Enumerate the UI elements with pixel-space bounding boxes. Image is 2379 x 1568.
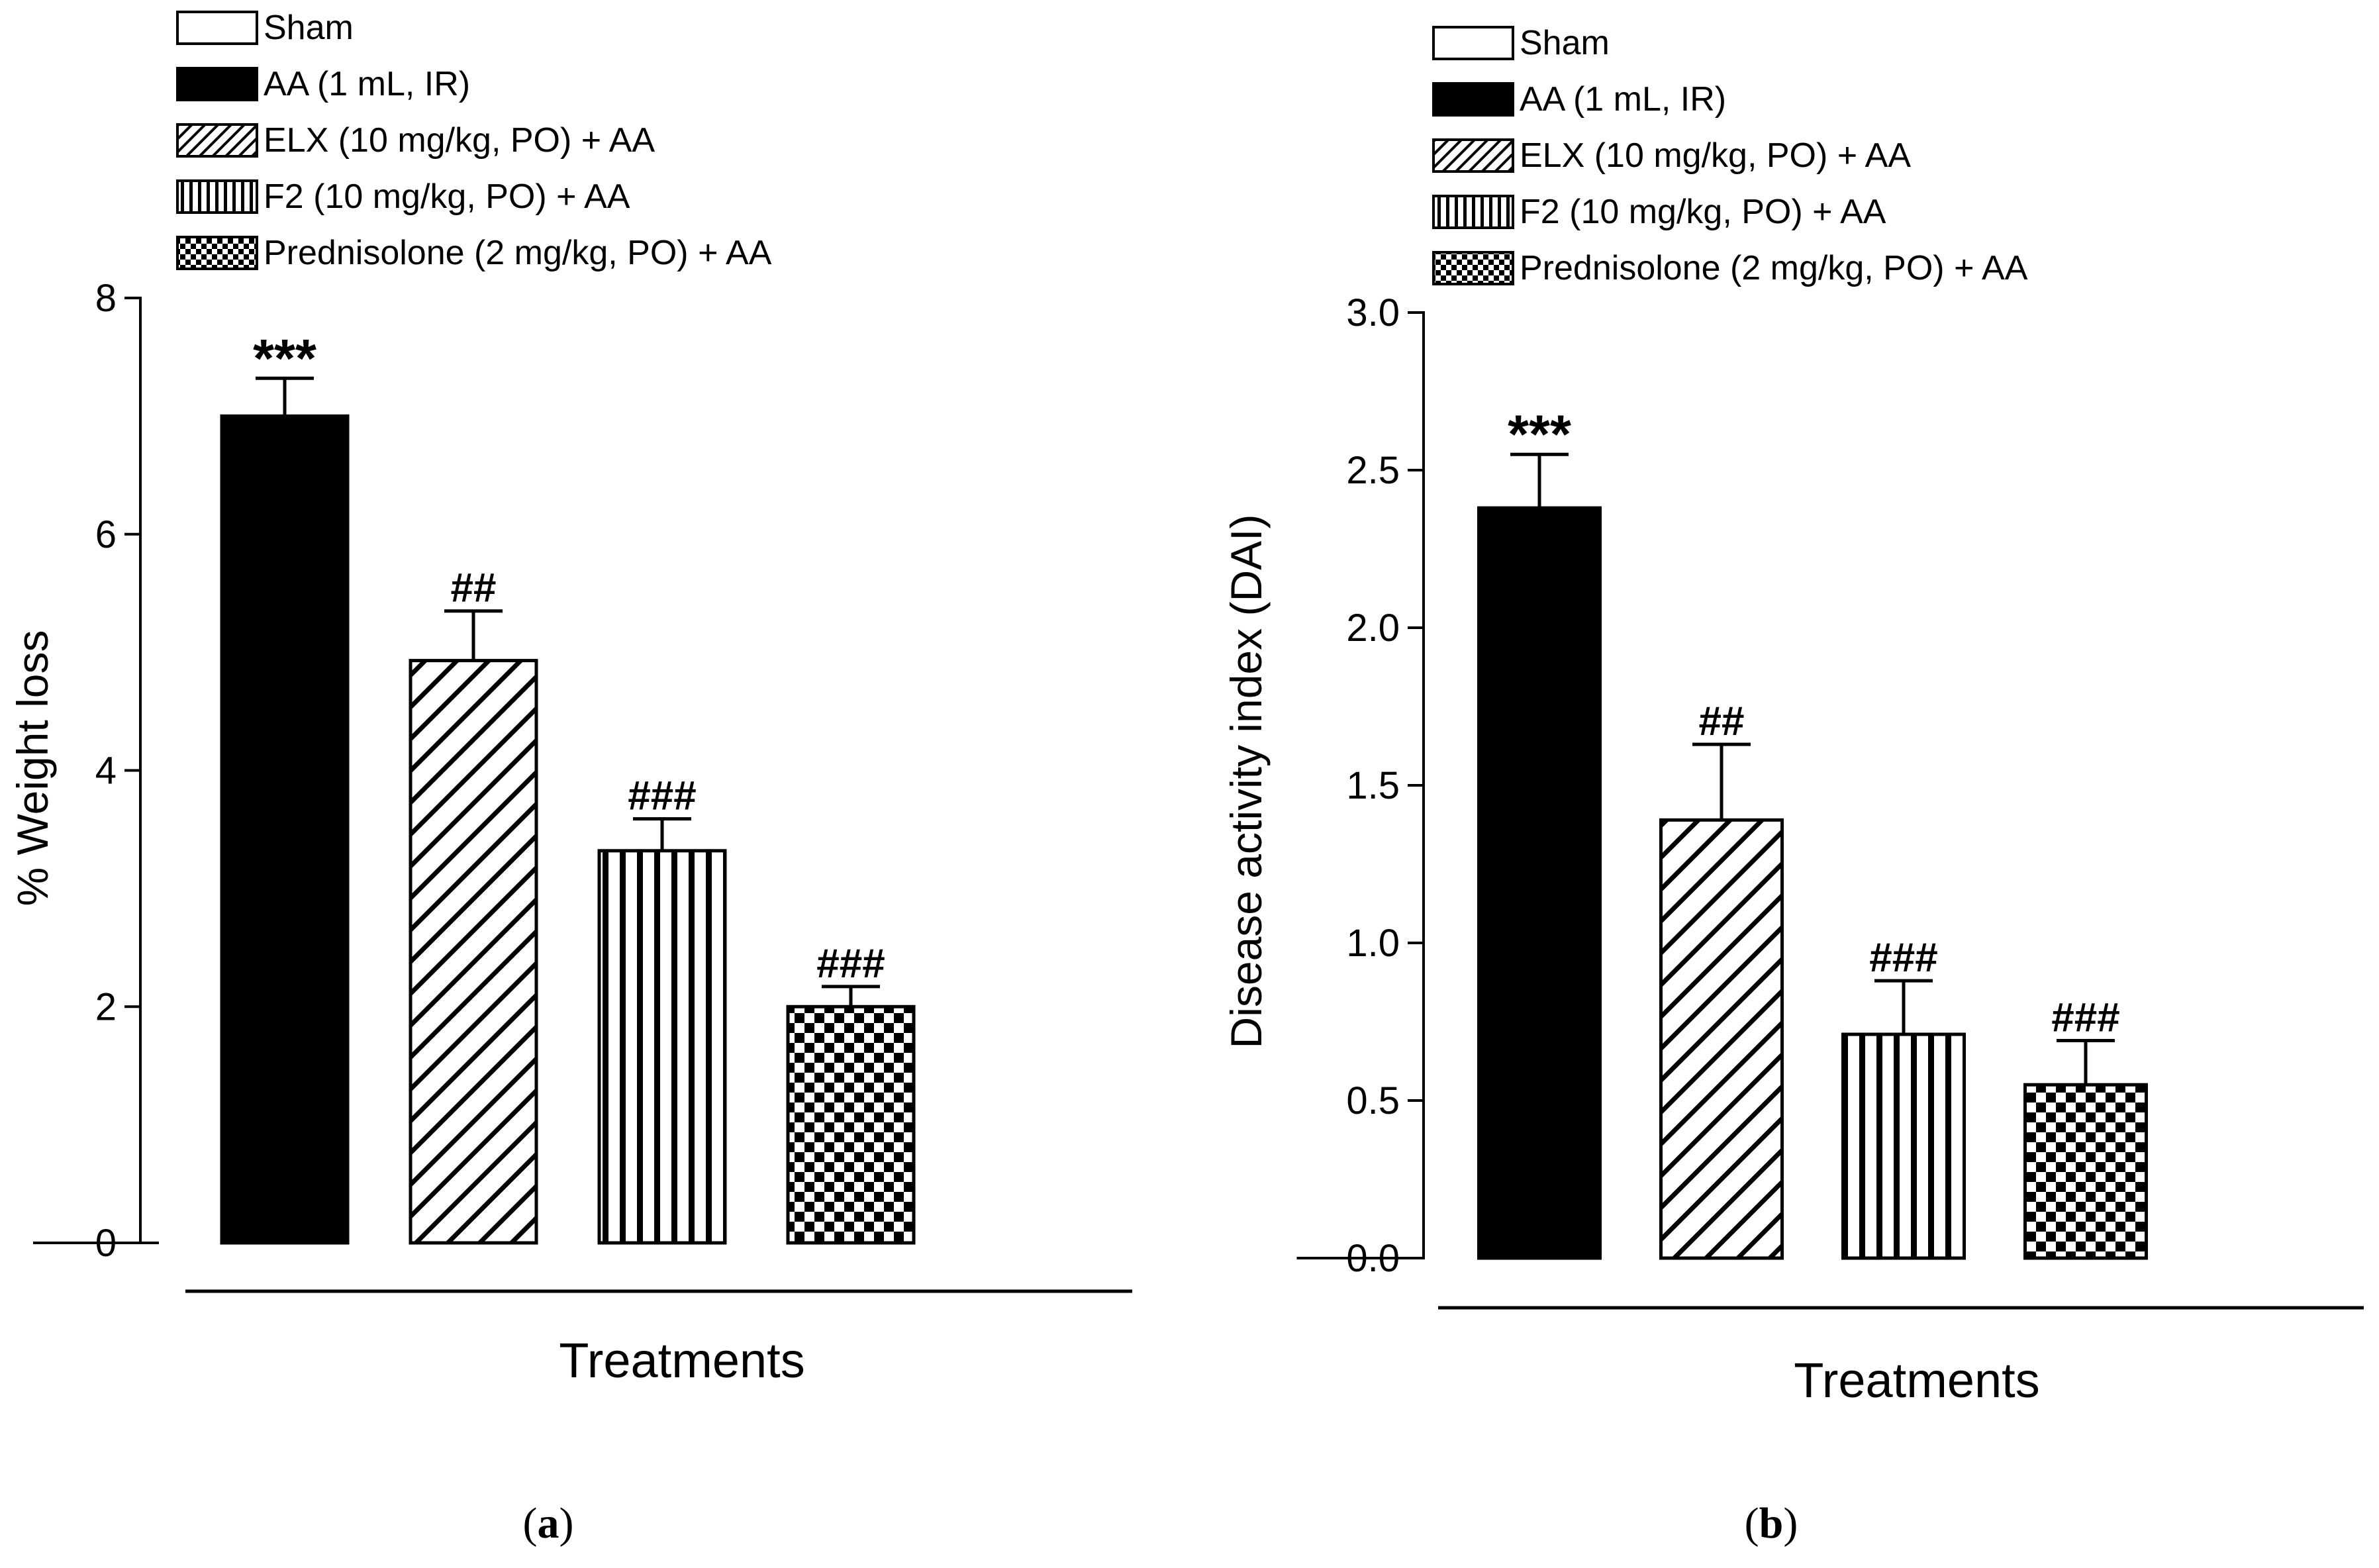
legend: Sham AA (1 mL, IR) ELX (10 mg/kg, PO) + AA…: [1432, 24, 2028, 287]
legend-swatch: [1432, 26, 1514, 60]
bar-1: [220, 414, 350, 1245]
legend: Sham AA (1 mL, IR) ELX (10 mg/kg, PO) + AA…: [176, 9, 772, 272]
legend-label: Prednisolone (2 mg/kg, PO) + AA: [264, 234, 772, 272]
y-tick-label: 1.0: [1346, 922, 1400, 965]
significance-label: ###: [816, 941, 885, 987]
legend-swatch: [176, 236, 258, 270]
legend-swatch: [176, 179, 258, 214]
significance-label: ###: [628, 773, 696, 819]
significance-label: ##: [451, 565, 497, 611]
legend-label: Prednisolone (2 mg/kg, PO) + AA: [1520, 249, 2028, 287]
legend-label: Sham: [264, 9, 354, 47]
legend-swatch: [176, 123, 258, 158]
x-axis-label: Treatments: [559, 1333, 804, 1388]
legend-label: AA (1 mL, IR): [264, 65, 470, 103]
y-axis-label: % Weight loss: [8, 630, 57, 906]
legend-label: F2 (10 mg/kg, PO) + AA: [1520, 193, 1886, 231]
y-axis-label: Disease activity index (DAI): [1222, 514, 1271, 1049]
y-tick-label: 8: [95, 277, 117, 320]
significance-label: ###: [1869, 935, 1937, 981]
y-tick-label: 2: [95, 985, 117, 1028]
panel-caption: (a): [523, 1499, 574, 1547]
significance-label: ***: [1508, 405, 1571, 465]
bar-2: [409, 659, 538, 1245]
bar-4: [2023, 1083, 2148, 1260]
y-tick-label: 0.5: [1346, 1079, 1400, 1122]
legend-swatch: [1432, 195, 1514, 229]
bar-1: [1477, 506, 1602, 1260]
bar-3: [1841, 1032, 1966, 1260]
legend-swatch: [1432, 251, 1514, 285]
bar-4: [786, 1004, 916, 1245]
y-tick-label: 2.0: [1346, 607, 1400, 650]
legend-swatch: [176, 67, 258, 101]
y-tick-label: 3.0: [1346, 291, 1400, 334]
y-tick-label: 4: [95, 750, 117, 793]
significance-label: ###: [2051, 995, 2119, 1041]
legend-label: ELX (10 mg/kg, PO) + AA: [264, 121, 655, 160]
chart-panel-a: Sham AA (1 mL, IR) ELX (10 mg/kg, PO) + AA…: [8, 9, 1132, 1547]
significance-label: ***: [253, 328, 316, 389]
significance-label: ##: [1699, 699, 1745, 744]
y-tick-label: 1.5: [1346, 764, 1400, 807]
legend-swatch: [1432, 82, 1514, 117]
panel-caption: (b): [1745, 1499, 1798, 1547]
legend-label: AA (1 mL, IR): [1520, 80, 1726, 119]
bar-3: [597, 849, 727, 1245]
legend-label: Sham: [1520, 24, 1610, 62]
legend-label: ELX (10 mg/kg, PO) + AA: [1520, 136, 1911, 175]
legend-swatch: [176, 11, 258, 45]
bar-2: [1659, 818, 1784, 1260]
legend-swatch: [1432, 138, 1514, 173]
y-tick-label: 2.5: [1346, 449, 1400, 492]
y-tick-label: 6: [95, 513, 117, 556]
legend-label: F2 (10 mg/kg, PO) + AA: [264, 177, 630, 216]
chart-panel-b: Sham AA (1 mL, IR) ELX (10 mg/kg, PO) + AA…: [1222, 24, 2364, 1547]
x-axis-label: Treatments: [1794, 1353, 2039, 1408]
